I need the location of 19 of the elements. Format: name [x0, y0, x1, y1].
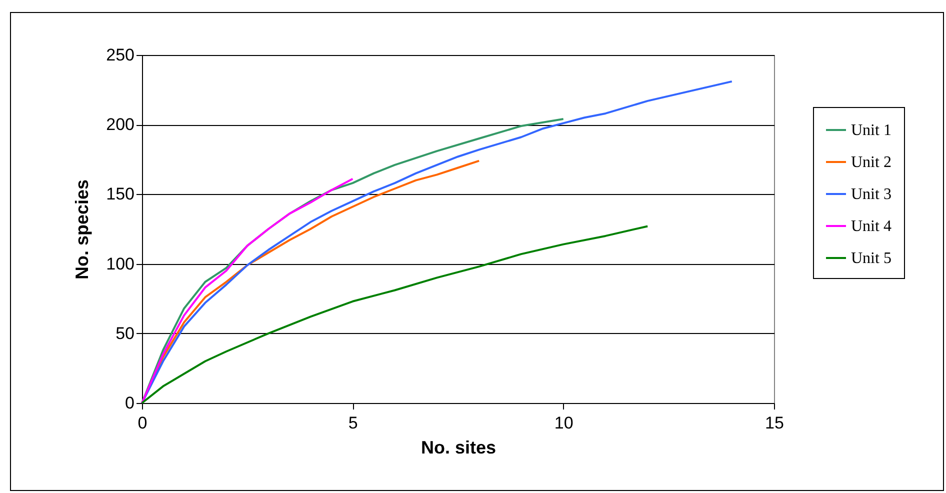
x-tick-label: 10: [554, 414, 574, 432]
line-series: [141, 225, 649, 404]
x-tick-label: 15: [765, 414, 784, 432]
legend-label: Unit 5: [851, 250, 892, 267]
legend-label: Unit 2: [851, 154, 892, 171]
y-tick-label: 50: [116, 324, 134, 343]
x-tick-label: 0: [138, 414, 148, 432]
legend-label: Unit 3: [851, 186, 892, 203]
y-tick-label: 0: [125, 394, 134, 412]
y-tick-label: 150: [106, 184, 134, 204]
x-tick-label: 5: [348, 414, 358, 432]
line-series: [141, 178, 354, 404]
y-axis-title: No. species: [72, 179, 92, 280]
legend-label: Unit 1: [851, 122, 892, 139]
y-tick-label: 250: [106, 46, 134, 64]
y-tick-label: 200: [106, 115, 134, 134]
legend-label: Unit 4: [851, 218, 892, 235]
y-tick-label: 100: [106, 254, 134, 274]
x-axis-title: No. sites: [420, 438, 496, 458]
